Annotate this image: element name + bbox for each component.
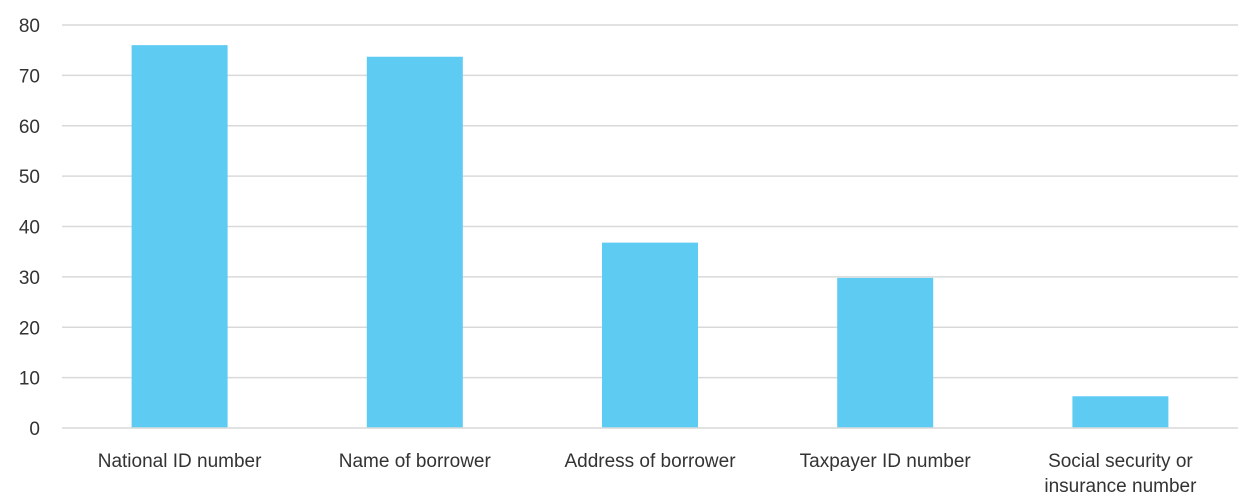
y-tick-label: 10 xyxy=(19,369,40,390)
x-category-label-line: insurance number xyxy=(1044,476,1197,493)
x-category-label: Social security or insurance number xyxy=(1044,451,1197,493)
bar xyxy=(602,242,698,428)
bars xyxy=(131,45,1169,429)
x-category-label-line: Address of borrower xyxy=(564,451,736,472)
y-tick-label: 20 xyxy=(19,318,40,339)
bar xyxy=(131,45,228,429)
y-tick-label: 80 xyxy=(19,16,40,37)
x-category-label-line: Social security or xyxy=(1048,451,1193,472)
bar xyxy=(837,277,934,428)
x-category-label: Name of borrower xyxy=(339,451,492,472)
y-tick-label: 40 xyxy=(19,218,40,239)
x-category-label: National ID number xyxy=(98,451,262,472)
x-category-label-line: National ID number xyxy=(98,451,262,472)
bar xyxy=(1072,396,1169,428)
y-tick-label: 0 xyxy=(29,419,40,440)
y-tick-label: 50 xyxy=(19,167,40,188)
x-category-label: Taxpayer ID number xyxy=(800,451,972,472)
x-axis-category-labels: National ID number Name of borrower Addres… xyxy=(98,451,1197,493)
bar xyxy=(366,56,463,429)
x-category-label: Address of borrower xyxy=(564,451,736,472)
y-tick-label: 60 xyxy=(19,117,40,138)
x-category-label-line: Taxpayer ID number xyxy=(800,451,972,472)
y-tick-label: 70 xyxy=(19,66,40,87)
x-category-label-line: Name of borrower xyxy=(339,451,492,472)
y-axis-tick-labels: 0 10 20 30 40 50 60 70 80 xyxy=(19,16,40,440)
y-tick-label: 30 xyxy=(19,268,40,289)
